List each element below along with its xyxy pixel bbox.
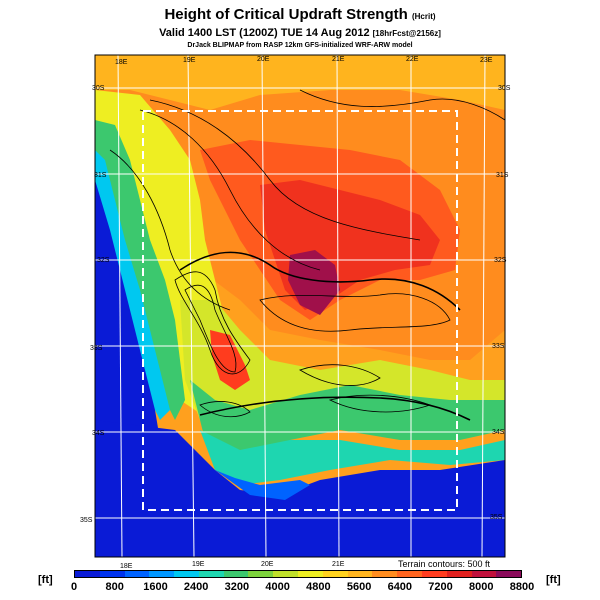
colorbar-swatch (298, 571, 323, 577)
model-credit: DrJack BLIPMAP from RASP 12km GFS-initia… (187, 42, 413, 49)
colorbar-swatch (471, 571, 497, 577)
lat-label-left: 32S (97, 257, 110, 264)
colorbar-swatch (496, 571, 522, 577)
colorbar-swatch (149, 571, 175, 577)
colorbar-tick-label: 1600 (143, 581, 168, 593)
lat-lon-grid (95, 55, 505, 557)
terrain-contour-note: Terrain contours: 500 ft (398, 559, 491, 569)
forecast-stamp: [18hrFcst@2156z] (372, 29, 441, 38)
colorbar-tick-label: 4800 (306, 581, 331, 593)
lat-label-right: 35S (490, 514, 503, 521)
header: Height of Critical Updraft Strength (Hcr… (0, 6, 600, 51)
inner-domain-box (142, 110, 458, 511)
colorbar-swatch (372, 571, 398, 577)
lon-label-top: 21E (332, 56, 345, 63)
colorbar-swatch (248, 571, 274, 577)
map-title: Height of Critical Updraft Strength (Hcr… (0, 6, 600, 26)
title-suffix: (Hcrit) (411, 12, 436, 21)
valid-time: Valid 1400 LST (1200Z) TUE 14 Aug 2012 [… (0, 26, 600, 41)
colorbar-tick-label: 2400 (183, 581, 209, 593)
colorbar-tick-label: 6400 (387, 581, 413, 593)
lat-label-right: 30S (498, 85, 511, 92)
field-ocean-mid (215, 470, 310, 500)
title-text: Height of Critical Updraft Strength (164, 6, 408, 23)
lat-label-left: 34S (92, 430, 105, 437)
terrain-contours-major (179, 251, 471, 421)
colorbar-swatch (174, 571, 199, 577)
lon-label-top: 20E (257, 56, 270, 63)
valid-text: Valid 1400 LST (1200Z) TUE 14 Aug 2012 (159, 27, 370, 39)
colorbar-swatch (446, 571, 472, 577)
lat-label-left: 31S (94, 172, 107, 179)
field-green-w (95, 120, 185, 420)
colorbar-tick-label: 5600 (346, 581, 372, 593)
lat-label-left: 30S (92, 85, 105, 92)
lat-label-right: 33S (492, 343, 505, 350)
colorbar-unit-left: [ft] (38, 574, 53, 586)
field-cyan-w (95, 150, 170, 420)
lon-label-bottom: 20E (261, 561, 274, 568)
field-maroon (288, 250, 340, 315)
colorbar-swatch (198, 571, 224, 577)
field-coastal-green (190, 380, 505, 460)
colorbar-swatch (99, 571, 125, 577)
colorbar-swatch (347, 571, 373, 577)
colorbar-swatch (75, 571, 100, 577)
colorbar-tick-label: 0 (70, 581, 78, 593)
lon-label-bottom: 21E (332, 561, 345, 568)
colorbar-swatch (397, 571, 422, 577)
colorbar-swatch (322, 571, 348, 577)
colorbar-swatch (124, 571, 150, 577)
colorbar-tick-label: 8000 (469, 581, 494, 593)
colorbar-unit-right: [ft] (546, 574, 561, 586)
lat-label-left: 35S (80, 517, 93, 524)
colorbar-tick-label: 7200 (428, 581, 453, 593)
colorbar-tick-label: 3200 (224, 581, 250, 593)
map-frame (94, 54, 506, 558)
lon-label-top: 18E (115, 59, 128, 66)
lon-label-top: 23E (480, 57, 493, 64)
lat-label-right: 31S (496, 172, 509, 179)
colorbar-tick-label: 4000 (265, 581, 290, 593)
colorbar-swatch (421, 571, 447, 577)
lat-label-left: 33S (90, 345, 103, 352)
colorbar-swatch (223, 571, 249, 577)
lon-label-bottom: 18E (120, 563, 133, 570)
field-coastal-teal (200, 430, 505, 485)
lon-label-top: 19E (183, 57, 196, 64)
lon-label-bottom: 19E (192, 561, 205, 568)
lat-label-right: 32S (494, 257, 507, 264)
field-cape-red (210, 330, 250, 390)
colorbar-tick-label: 8800 (509, 581, 535, 593)
colorbar-swatch (273, 571, 299, 577)
lat-label-right: 34S (492, 429, 505, 436)
field-orange-top (95, 55, 505, 110)
colorbar-tick-label: 800 (105, 581, 124, 593)
colorbar (74, 570, 522, 578)
lon-label-top: 22E (406, 56, 419, 63)
